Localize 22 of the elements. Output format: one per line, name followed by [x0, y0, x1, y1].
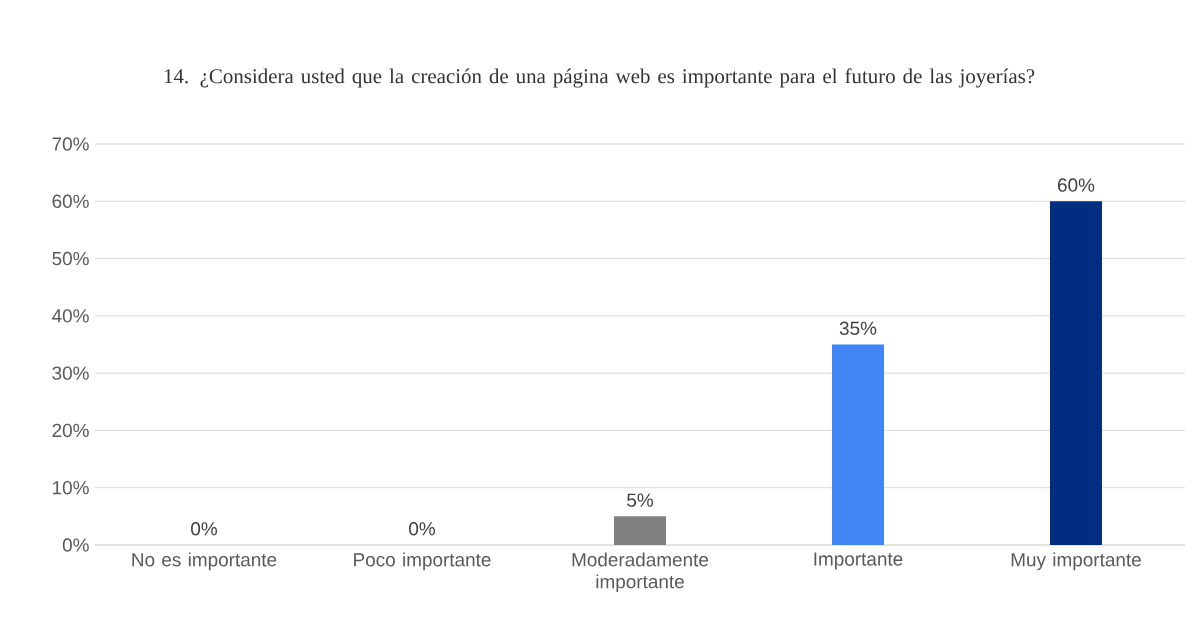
x-tick-label: Muy importante	[1011, 552, 1141, 571]
bar	[1049, 201, 1102, 545]
data-label: 60%	[1058, 178, 1095, 192]
x-tick-label: Poco importante	[354, 552, 491, 571]
y-tick-label: 60%	[52, 194, 89, 208]
y-tick-label: 30%	[52, 366, 89, 380]
x-tick-label: Importante	[814, 552, 903, 570]
x-tick-label: Moderadamente importante	[572, 552, 709, 593]
bar	[831, 344, 884, 545]
data-label: 5%	[627, 493, 653, 507]
data-label: 35%	[839, 321, 877, 335]
y-tick-label: 70%	[52, 137, 89, 151]
y-tick-label: 50%	[52, 251, 89, 266]
chart-title: 14. ¿Considera usted que la creación de una página web es importante para el futuro de las joyerías?	[164, 68, 1035, 88]
bar	[613, 516, 666, 545]
y-tick-label: 20%	[52, 423, 89, 438]
y-tick-label: 40%	[52, 309, 89, 323]
data-label: 0%	[191, 522, 217, 536]
data-label: 0%	[409, 522, 435, 536]
y-tick-label: 0%	[62, 538, 89, 552]
y-tick-label: 10%	[53, 481, 89, 495]
x-tick-label: No es importante	[132, 552, 277, 571]
